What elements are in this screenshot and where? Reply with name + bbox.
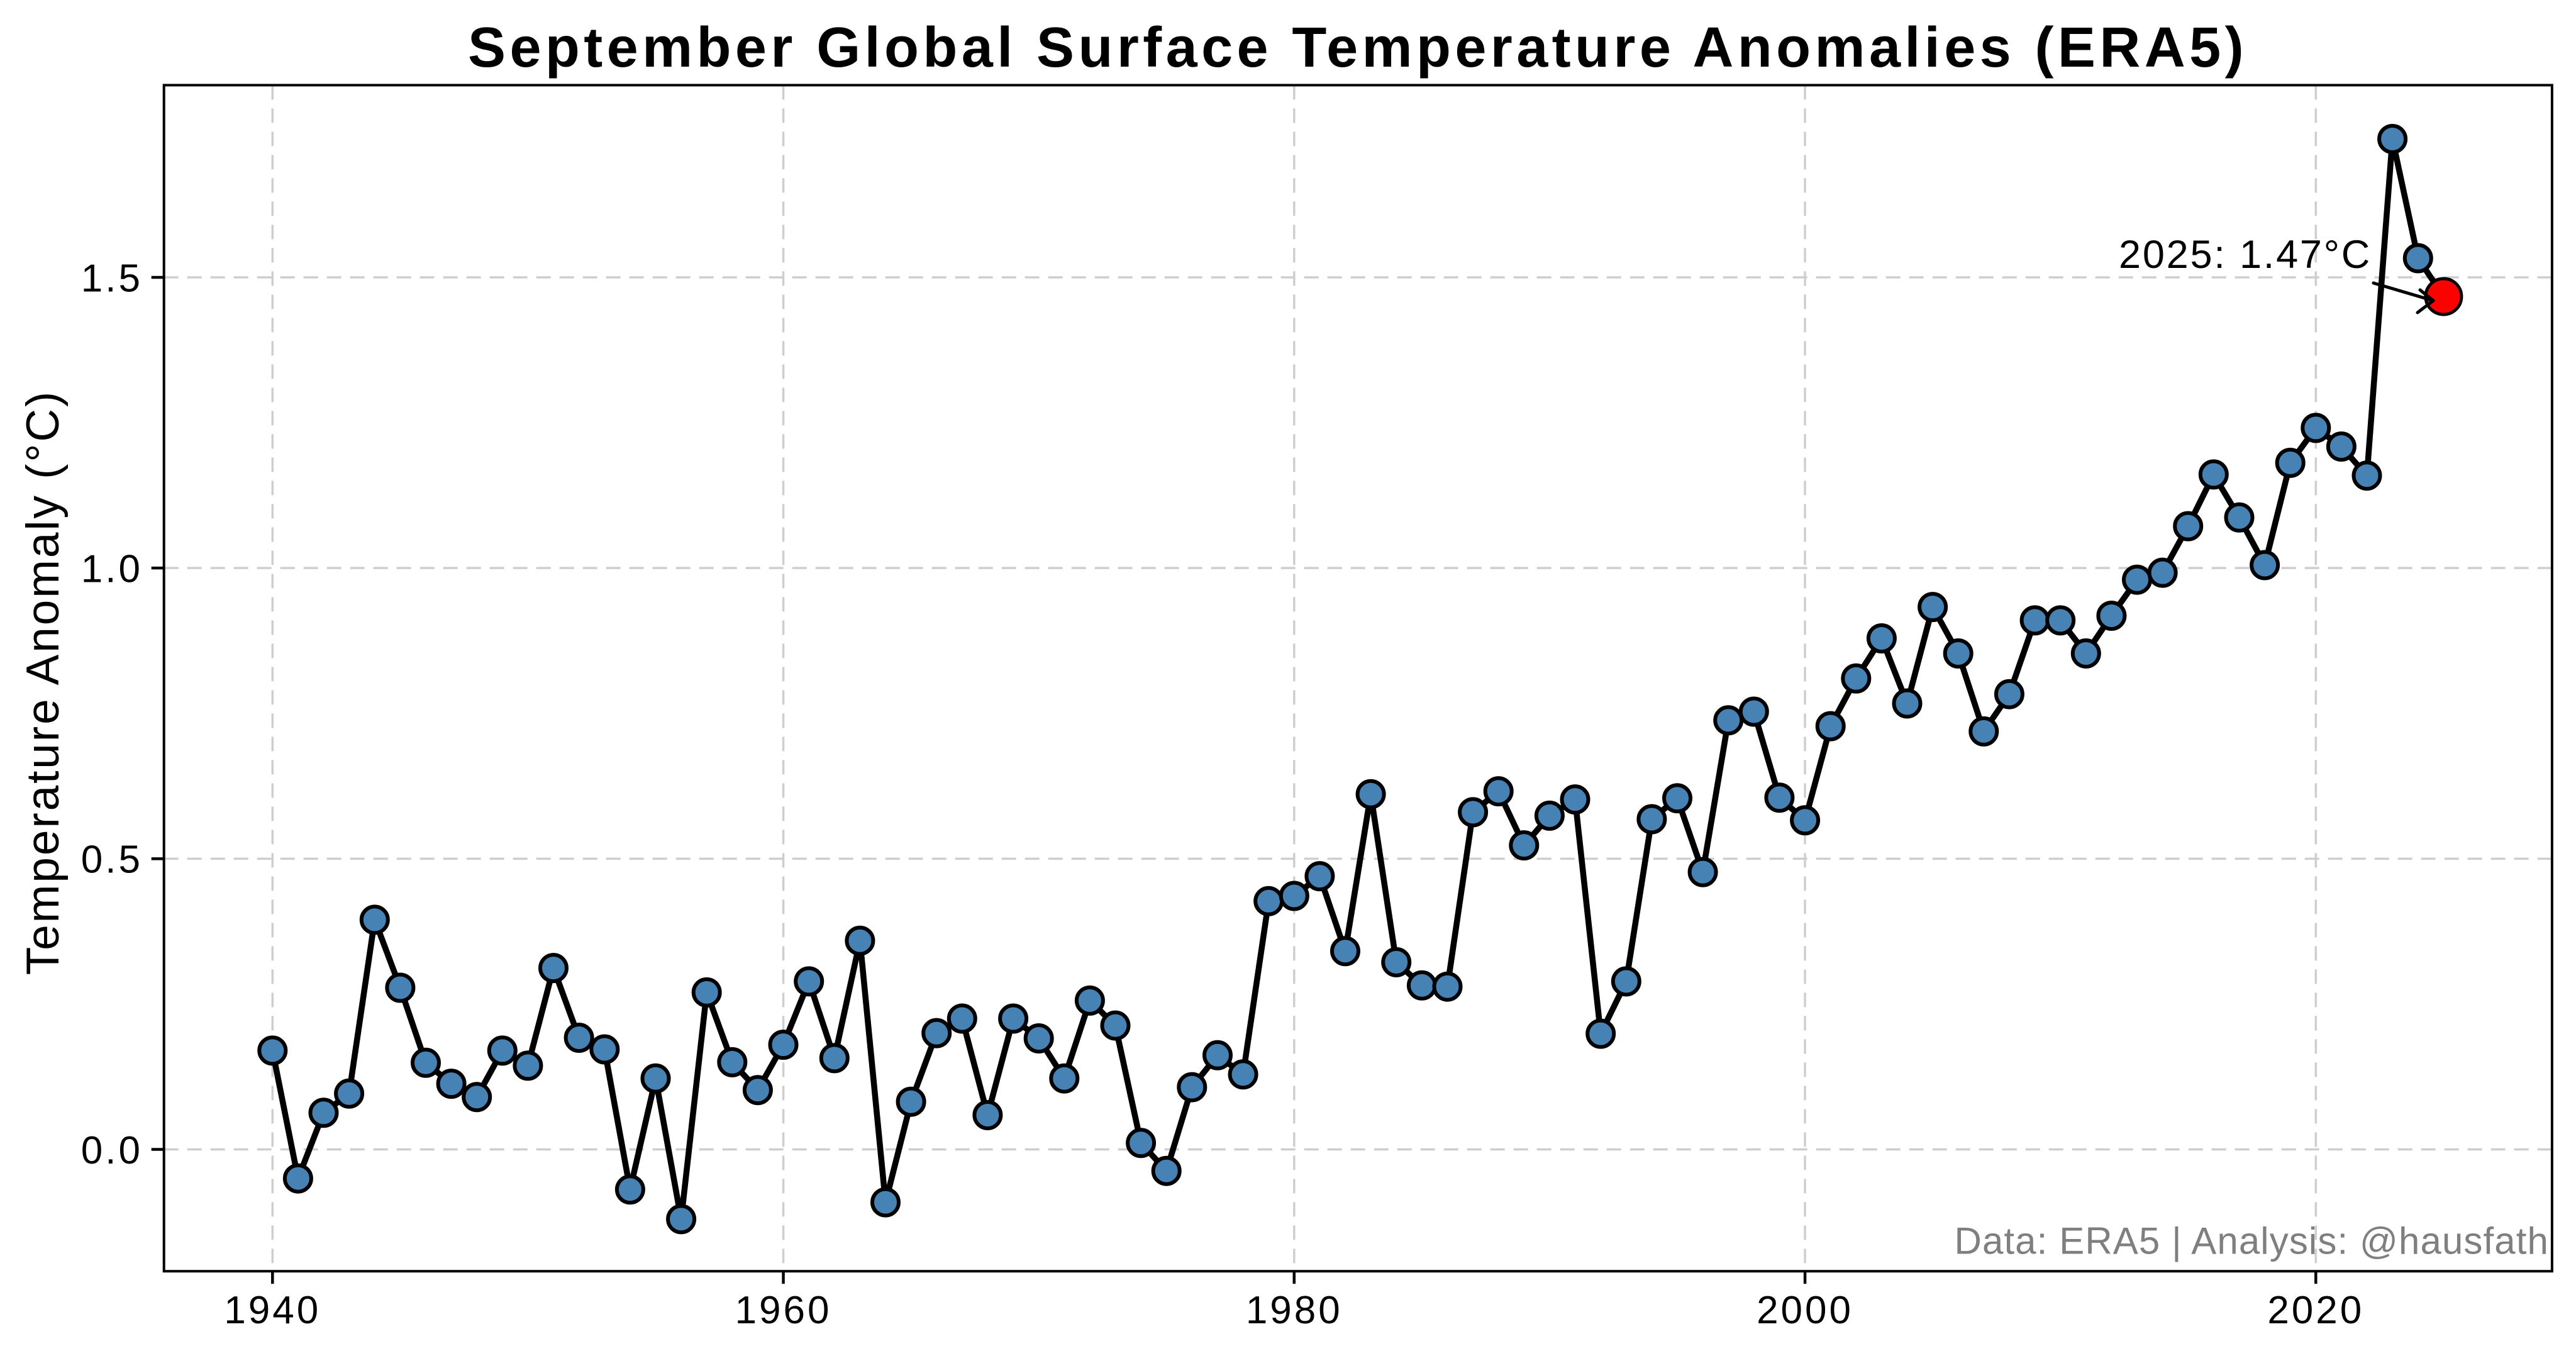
svg-text:Temperature Anomaly (°C): Temperature Anomaly (°C) bbox=[18, 390, 69, 975]
svg-text:1980: 1980 bbox=[1246, 1289, 1343, 1332]
svg-text:2000: 2000 bbox=[1757, 1289, 1853, 1332]
svg-text:2025: 1.47°C: 2025: 1.47°C bbox=[2119, 233, 2372, 277]
svg-text:1.0: 1.0 bbox=[81, 548, 143, 591]
svg-text:2020: 2020 bbox=[2267, 1289, 2364, 1332]
svg-text:0.5: 0.5 bbox=[81, 838, 143, 882]
svg-text:1940: 1940 bbox=[224, 1289, 321, 1332]
svg-text:1960: 1960 bbox=[735, 1289, 832, 1332]
svg-text:1.5: 1.5 bbox=[81, 257, 143, 300]
svg-text:September Global Surface Tempe: September Global Surface Temperature Ano… bbox=[468, 16, 2248, 79]
svg-text:0.0: 0.0 bbox=[81, 1129, 143, 1172]
svg-text:Data: ERA5 | Analysis: @hausfa: Data: ERA5 | Analysis: @hausfath bbox=[1955, 1220, 2549, 1262]
